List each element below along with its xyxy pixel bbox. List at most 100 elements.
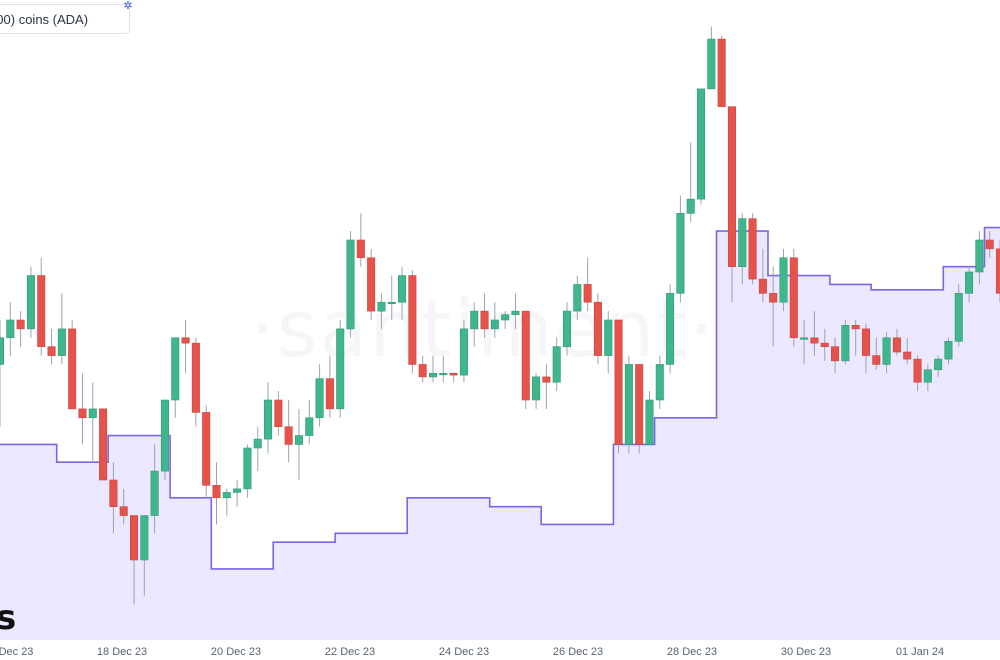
candle-body-down — [583, 284, 592, 303]
candle — [284, 400, 293, 463]
candle — [233, 480, 242, 507]
candle-body-up — [140, 515, 149, 561]
candle — [882, 332, 891, 374]
candle-body-down — [727, 106, 736, 267]
candle — [552, 337, 561, 392]
candle — [439, 355, 448, 383]
candle — [923, 364, 932, 392]
candle — [800, 320, 809, 365]
candle-body-up — [6, 319, 15, 339]
candle-body-up — [934, 358, 943, 371]
candle-body-down — [913, 358, 922, 383]
candle-body-up — [501, 314, 510, 321]
candle — [727, 106, 736, 303]
legend-box[interactable]: 00,000) coins (ADA) — [0, 4, 130, 34]
candle-body-up — [264, 399, 273, 440]
candle-body-up — [686, 198, 695, 214]
candle-body-down — [593, 301, 602, 356]
candle — [583, 257, 592, 312]
candle — [851, 320, 860, 356]
candle — [325, 355, 334, 418]
candle — [346, 231, 355, 338]
candle — [78, 373, 87, 445]
candle-body-up — [253, 438, 262, 449]
candle — [975, 231, 984, 285]
candle-body-down — [542, 376, 551, 383]
candle-body-up — [562, 310, 572, 347]
candle — [707, 26, 716, 90]
candle — [666, 284, 675, 374]
candle-body-up — [944, 341, 953, 360]
candle-body-down — [119, 506, 128, 516]
candle — [892, 328, 901, 356]
candle-body-up — [233, 488, 242, 493]
x-tick-label: 26 Dec 23 — [552, 646, 604, 658]
candle-body-down — [202, 412, 211, 486]
x-tick-label: 20 Dec 23 — [210, 646, 262, 658]
candle — [191, 337, 200, 427]
price-chart[interactable] — [0, 0, 1000, 640]
candle — [758, 248, 767, 303]
candle — [418, 355, 427, 383]
candle-body-up — [655, 364, 664, 401]
candle — [511, 293, 520, 329]
candle-body-up — [439, 373, 448, 376]
candle — [995, 240, 1000, 303]
candle — [119, 488, 128, 525]
candle — [573, 275, 582, 320]
candle-body-up — [841, 325, 850, 362]
candle — [408, 270, 417, 374]
candle-body-down — [892, 337, 901, 353]
candle-body-down — [861, 328, 870, 356]
candle-body-down — [212, 485, 221, 499]
candle — [0, 320, 5, 427]
candle-body-down — [717, 38, 726, 107]
settings-icon[interactable]: ✲ — [123, 0, 133, 12]
candle — [68, 320, 77, 410]
legend-label: 00,000) coins (ADA) — [0, 11, 89, 27]
candle — [377, 293, 386, 329]
candle — [841, 320, 850, 365]
candle — [985, 231, 994, 258]
candle-body-down — [78, 408, 87, 419]
candle — [913, 355, 922, 392]
candle — [686, 142, 695, 223]
candle — [542, 364, 551, 409]
candle-body-up — [965, 271, 974, 294]
candle-body-down — [109, 479, 118, 507]
candle — [717, 35, 726, 107]
x-tick-label: 01 Jan 24 — [895, 646, 945, 658]
candle — [57, 293, 66, 365]
candle-body-down — [449, 373, 458, 376]
candle — [872, 337, 881, 370]
candle-body-down — [995, 248, 1000, 294]
candle — [820, 328, 829, 361]
candle — [160, 399, 169, 480]
candle-body-up — [428, 373, 438, 378]
candle-body-up — [666, 293, 675, 365]
candle — [738, 213, 747, 285]
x-tick-label: 18 Dec 23 — [96, 646, 148, 658]
candle — [264, 382, 273, 454]
candle-body-down — [68, 328, 77, 410]
candle — [604, 311, 613, 374]
candle-body-down — [130, 515, 139, 561]
candle — [748, 213, 757, 285]
candle-body-up — [975, 239, 984, 273]
candle-body-down — [37, 275, 46, 347]
candle-body-down — [903, 351, 912, 360]
candle-body-up — [150, 470, 159, 516]
candle — [398, 266, 407, 320]
candle-body-up — [171, 337, 180, 401]
candle-body-down — [614, 319, 623, 445]
candle — [243, 444, 252, 498]
candle — [655, 355, 664, 409]
candle-body-down — [274, 399, 283, 427]
candle-body-up — [243, 447, 252, 490]
x-tick-label: 28 Dec 23 — [666, 646, 718, 658]
candle — [428, 355, 438, 383]
candle-body-up — [738, 218, 747, 267]
candle — [861, 323, 870, 374]
candle-body-up — [697, 88, 706, 200]
candle — [356, 213, 365, 267]
